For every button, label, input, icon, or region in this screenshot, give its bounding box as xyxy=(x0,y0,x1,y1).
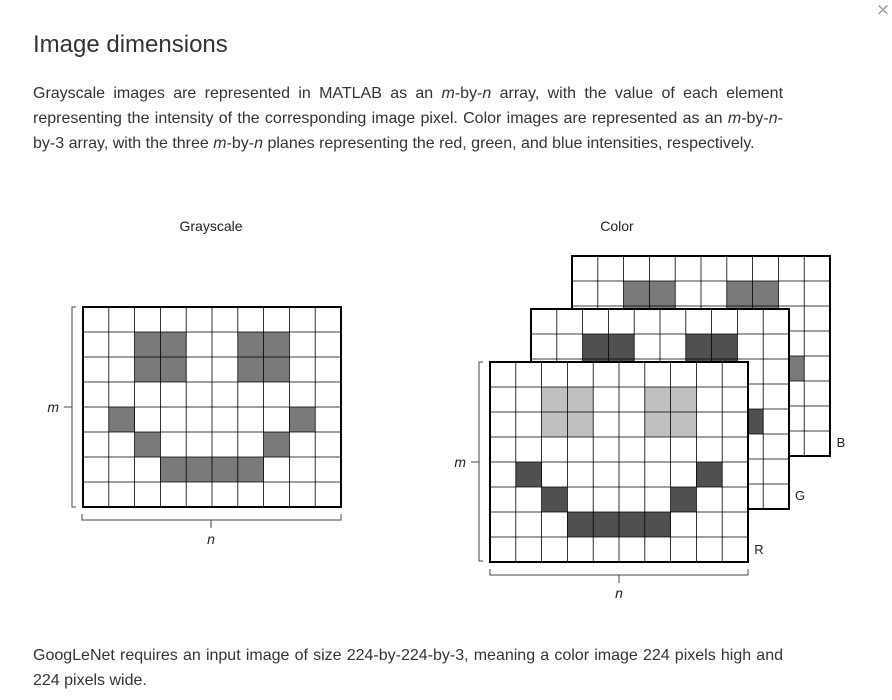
pixel-cell xyxy=(567,387,594,412)
color-m-label: m xyxy=(454,454,466,470)
pixel-cell xyxy=(237,332,264,357)
pixel-cell xyxy=(644,512,671,537)
dialog-title: Image dimensions xyxy=(33,31,228,58)
close-icon[interactable]: × xyxy=(875,0,891,20)
pixel-cell xyxy=(263,432,290,457)
pixel-cell xyxy=(567,412,594,437)
pixel-cell xyxy=(649,281,676,306)
pixel-cell xyxy=(567,512,594,537)
pixel-cell xyxy=(160,357,187,382)
color-n-bracket xyxy=(489,569,749,576)
pixel-cell xyxy=(644,412,671,437)
pixel-cell xyxy=(263,332,290,357)
pixel-cell xyxy=(696,462,723,487)
pixel-cell xyxy=(541,487,568,512)
pixel-cell xyxy=(670,387,697,412)
color-n-label: n xyxy=(615,585,623,601)
grayscale-m-label: m xyxy=(47,399,59,415)
googlenet-paragraph: GoogLeNet requires an input image of siz… xyxy=(33,647,783,689)
pixel-cell xyxy=(212,457,238,482)
plane-r xyxy=(489,361,749,563)
pixel-cell xyxy=(237,457,264,482)
pixel-cell xyxy=(670,487,697,512)
intro-paragraph: Grayscale images are represented in MATL… xyxy=(33,85,784,152)
pixel-cell xyxy=(711,334,738,359)
plane-label-g: G xyxy=(795,488,805,503)
pixel-cell xyxy=(619,512,645,537)
pixel-cell xyxy=(186,457,212,482)
pixel-cell xyxy=(237,357,264,382)
grid-border xyxy=(82,306,342,508)
pixel-cell xyxy=(160,457,187,482)
pixel-cell xyxy=(582,334,609,359)
plane-label-r: R xyxy=(754,542,763,557)
image-dimensions-figure: Grayscale Color m n m n R G B xyxy=(47,218,846,601)
pixel-cell xyxy=(608,334,635,359)
grayscale-n-label: n xyxy=(207,531,215,547)
pixel-cell xyxy=(134,332,161,357)
pixel-cell xyxy=(289,407,316,432)
pixel-cell xyxy=(593,512,619,537)
pixel-cell xyxy=(108,407,135,432)
pixel-cell xyxy=(515,462,542,487)
grayscale-m-bracket xyxy=(71,306,76,508)
pixel-cell xyxy=(134,432,161,457)
pixel-cell xyxy=(541,412,568,437)
pixel-cell xyxy=(726,281,753,306)
grid-border xyxy=(489,361,749,563)
color-m-bracket xyxy=(478,361,483,562)
color-label: Color xyxy=(600,218,634,234)
grayscale-grid xyxy=(82,306,342,508)
pixel-cell xyxy=(670,412,697,437)
pixel-cell xyxy=(134,357,161,382)
pixel-cell xyxy=(685,334,712,359)
pixel-cell xyxy=(263,357,290,382)
pixel-cell xyxy=(644,387,671,412)
grayscale-label: Grayscale xyxy=(179,218,242,234)
plane-label-b: B xyxy=(837,435,846,450)
pixel-cell xyxy=(623,281,650,306)
grayscale-n-bracket xyxy=(81,514,342,521)
pixel-cell xyxy=(541,387,568,412)
pixel-cell xyxy=(160,332,187,357)
pixel-cell xyxy=(752,281,779,306)
